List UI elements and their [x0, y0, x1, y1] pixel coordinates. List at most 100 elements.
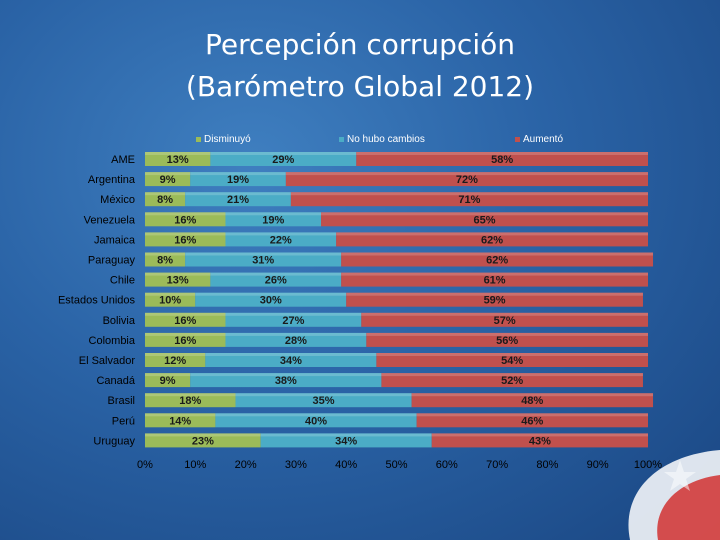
- bar-venezuela-s1: [225, 212, 322, 227]
- bar-argentina-s1: [190, 172, 286, 187]
- x-tick-0: 0%: [137, 459, 153, 471]
- bar-highlight-paraguay-s0: [145, 252, 186, 256]
- bar-highlight-estados-unidos-s2: [346, 292, 643, 296]
- data-label-estados-unidos-s0: 10%: [159, 295, 181, 307]
- data-label-jamaica-s1: 22%: [270, 234, 292, 246]
- data-label-jamaica-s2: 62%: [481, 234, 503, 246]
- bar-bolivia-s2: [361, 312, 648, 327]
- category-label-chile: Chile: [110, 275, 135, 287]
- category-label-estados-unidos: Estados Unidos: [58, 295, 136, 307]
- legend-swatch-no-hubo: [339, 136, 344, 142]
- bar-ame-s0: [145, 152, 211, 166]
- title-line-2: (Barómetro Global 2012): [185, 70, 535, 103]
- data-label-venezuela-s2: 65%: [474, 214, 496, 226]
- category-label-el-salvador: El Salvador: [79, 355, 136, 367]
- data-label-canadá-s0: 9%: [160, 375, 176, 387]
- bar-highlight-canadá-s2: [381, 373, 643, 377]
- bar-highlight-jamaica-s2: [336, 232, 648, 236]
- bar-highlight-ame-s0: [145, 152, 211, 155]
- data-label-perú-s0: 14%: [169, 415, 191, 427]
- bar-highlight-perú-s2: [416, 413, 648, 417]
- data-label-chile-s1: 26%: [265, 275, 287, 287]
- category-label-bolivia: Bolivia: [103, 315, 136, 327]
- x-tick-6: 60%: [436, 459, 458, 471]
- data-label-canadá-s2: 52%: [501, 375, 523, 387]
- bar-highlight-paraguay-s1: [185, 252, 342, 256]
- category-label-venezuela: Venezuela: [84, 214, 136, 226]
- data-label-ame-s2: 58%: [491, 154, 513, 166]
- bar-chile-s2: [341, 272, 648, 287]
- x-tick-4: 40%: [335, 459, 357, 471]
- x-tick-2: 20%: [235, 459, 257, 471]
- bar-colombia-s1: [225, 332, 367, 347]
- logo-emblem: [628, 450, 720, 540]
- data-label-estados-unidos-s2: 59%: [484, 295, 506, 307]
- x-tick-10: 100%: [634, 459, 662, 471]
- category-label-canadá: Canadá: [96, 375, 135, 387]
- bar-estados-unidos-s1: [195, 292, 347, 307]
- x-tick-9: 90%: [587, 459, 609, 471]
- bar-canadá-s1: [190, 373, 382, 388]
- category-label-jamaica: Jamaica: [94, 234, 136, 246]
- category-label-brasil: Brasil: [107, 395, 135, 407]
- x-tick-3: 30%: [285, 459, 307, 471]
- bar-el-salvador-s2: [376, 353, 648, 367]
- bar-chile-s1: [210, 272, 342, 287]
- data-label-chile-s0: 13%: [167, 275, 189, 287]
- data-label-argentina-s1: 19%: [227, 174, 249, 186]
- data-label-uruguay-s2: 43%: [529, 435, 551, 447]
- bar-brasil-s0: [145, 393, 236, 408]
- legend-aumento: Aumentó: [515, 134, 563, 145]
- data-label-el-salvador-s0: 12%: [164, 355, 186, 367]
- legend-swatch-aumento: [515, 136, 520, 142]
- data-label-brasil-s2: 48%: [521, 395, 543, 407]
- bar-méxico-s1: [185, 192, 291, 207]
- legend-label-disminuyo: Disminuyó: [204, 134, 251, 145]
- x-tick-1: 10%: [184, 459, 206, 471]
- data-label-chile-s2: 61%: [484, 275, 506, 287]
- bar-highlight-perú-s1: [215, 413, 417, 417]
- bar-highlight-argentina-s1: [190, 172, 286, 176]
- data-label-méxico-s1: 21%: [227, 194, 249, 206]
- category-label-paraguay: Paraguay: [88, 255, 136, 267]
- bar-highlight-el-salvador-s2: [376, 353, 648, 356]
- data-label-ame-s0: 13%: [167, 154, 189, 166]
- bar-highlight-ame-s2: [356, 152, 648, 155]
- category-label-méxico: México: [100, 194, 135, 206]
- data-label-bolivia-s0: 16%: [174, 315, 196, 327]
- bar-canadá-s2: [381, 373, 643, 388]
- bar-colombia-s2: [366, 332, 648, 347]
- bar-jamaica-s2: [336, 232, 648, 247]
- bar-highlight-argentina-s2: [285, 172, 648, 176]
- bar-estados-unidos-s2: [346, 292, 643, 307]
- bar-highlight-argentina-s0: [145, 172, 191, 176]
- data-label-uruguay-s1: 34%: [335, 435, 357, 447]
- bar-méxico-s0: [145, 192, 186, 207]
- bar-highlight-uruguay-s1: [260, 433, 432, 437]
- bar-highlight-el-salvador-s0: [145, 353, 206, 356]
- data-label-colombia-s0: 16%: [174, 335, 196, 347]
- data-label-paraguay-s1: 31%: [252, 255, 274, 267]
- bar-highlight-brasil-s0: [145, 393, 236, 397]
- bar-paraguay-s1: [185, 252, 342, 267]
- bar-highlight-chile-s2: [341, 272, 648, 276]
- bar-el-salvador-s1: [205, 353, 377, 367]
- data-label-paraguay-s2: 62%: [486, 255, 508, 267]
- bar-highlight-uruguay-s0: [145, 433, 261, 437]
- bar-uruguay-s2: [431, 433, 648, 448]
- bar-highlight-jamaica-s0: [145, 232, 226, 236]
- bar-highlight-perú-s0: [145, 413, 216, 417]
- bar-canadá-s0: [145, 373, 191, 388]
- category-label-perú: Perú: [112, 415, 135, 427]
- bar-ame-s1: [210, 152, 357, 166]
- bar-highlight-canadá-s0: [145, 373, 191, 377]
- category-label-colombia: Colombia: [89, 335, 136, 347]
- bar-jamaica-s1: [225, 232, 337, 247]
- bar-highlight-colombia-s0: [145, 332, 226, 336]
- data-label-bolivia-s2: 57%: [494, 315, 516, 327]
- bar-highlight-ame-s1: [210, 152, 357, 155]
- bar-highlight-bolivia-s0: [145, 312, 226, 316]
- bar-highlight-uruguay-s2: [431, 433, 648, 437]
